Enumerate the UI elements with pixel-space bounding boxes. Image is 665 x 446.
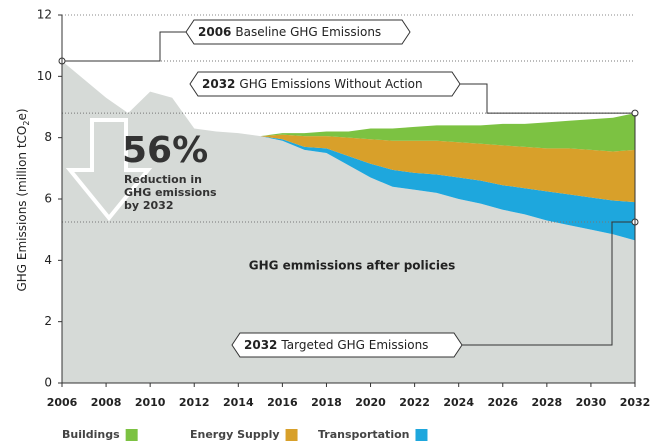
annotation-label: Baseline GHG Emissions [235,25,381,39]
x-tick-label: 2022 [399,396,430,409]
reduction-text: Reduction in [124,173,202,186]
leader-line [462,221,635,346]
annotation-box [185,19,411,45]
x-tick-label: 2012 [179,396,210,409]
annotation-box [231,332,463,358]
legend-label: Energy Supply [190,428,280,441]
y-tick-label: 10 [37,69,52,83]
area [260,134,635,203]
reduction-text: by 2032 [124,199,174,212]
x-tick-label: 2032 [620,396,651,409]
legend-label: Buildings [62,428,120,441]
legend-swatch [125,429,138,441]
x-tick-label: 2010 [135,396,166,409]
y-label-sub: 2 [22,121,31,126]
annotation-bold: 2032 [202,77,235,91]
annotation-box [189,71,461,97]
y-label-main: GHG Emissions (million tCO [15,126,29,292]
annotation-bold: 2032 [244,338,277,352]
annotation-label: GHG Emissions Without Action [239,77,422,91]
x-tick-label: 2016 [267,396,298,409]
area [62,61,635,383]
reduction-text: GHG emissions [124,186,217,199]
annotation-text: 2006 Baseline GHG Emissions [198,25,381,39]
annotation-label: Targeted GHG Emissions [280,338,428,352]
annotation-bold: 2006 [198,25,231,39]
reduction-arrow [65,118,153,222]
y-tick-label: 2 [44,314,52,328]
annotation-text: 2032 GHG Emissions Without Action [202,77,423,91]
overlay: GHG emmissions after policies 56% Reductio… [58,19,639,358]
areas [62,61,635,383]
y-label-end: e) [15,108,29,120]
legend-label: Transportation [318,428,409,441]
x-tick-label: 2030 [576,396,607,409]
x-tick-label: 2018 [311,396,342,409]
reduction-value: 56% [122,130,208,171]
legend-swatch [415,429,428,441]
y-tick-label: 0 [44,376,52,390]
y-tick-label: 6 [44,192,52,206]
y-axis-label: GHG Emissions (million tCO2e) [15,108,31,291]
x-tick-label: 2006 [47,396,78,409]
x-tick-label: 2024 [443,396,474,409]
x-tick-label: 2008 [91,396,122,409]
y-tick-label: 12 [37,8,52,22]
area [260,113,635,152]
x-tick-label: 2014 [223,396,254,409]
leader-line [460,83,635,114]
x-tick-label: 2026 [487,396,518,409]
annotation-text: 2032 Targeted GHG Emissions [244,338,428,352]
area [260,136,635,241]
x-tick-label: 2020 [355,396,386,409]
y-tick-label: 8 [44,130,52,144]
y-tick-label: 4 [44,253,52,267]
leader-line [62,31,186,62]
area-label: GHG emmissions after policies [249,259,456,273]
legend-swatch [285,429,298,441]
x-tick-label: 2028 [532,396,563,409]
